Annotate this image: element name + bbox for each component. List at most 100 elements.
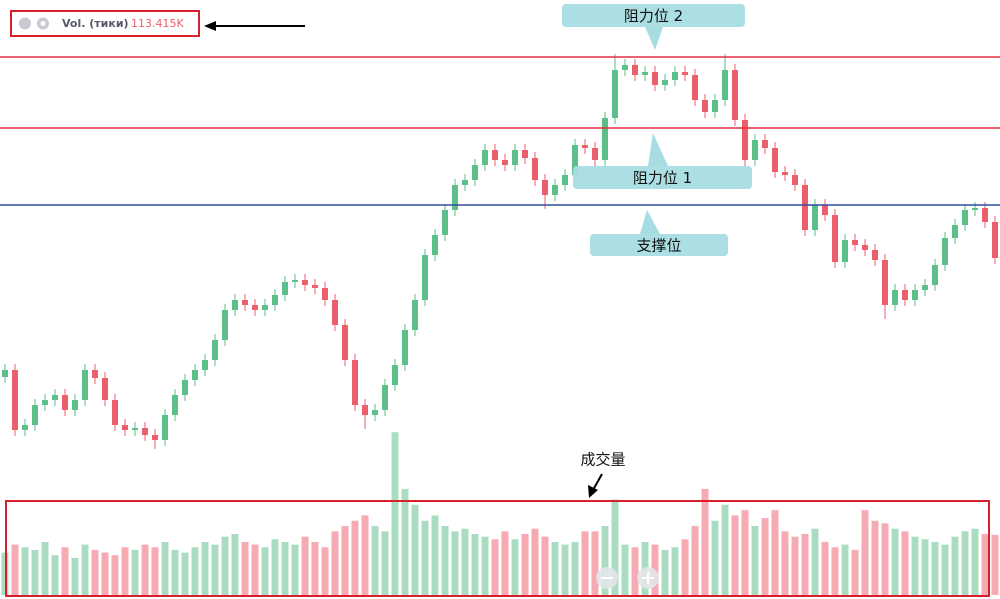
volume-bar xyxy=(481,536,489,595)
candle-body xyxy=(312,285,318,288)
candle-body xyxy=(52,395,58,400)
price-pane xyxy=(2,54,998,449)
candle-body xyxy=(992,222,998,258)
candle-body xyxy=(982,208,988,222)
volume-bar xyxy=(201,541,209,595)
candle-body xyxy=(422,255,428,300)
volume-bar xyxy=(901,531,909,595)
volume-bar xyxy=(861,510,869,595)
candle-body xyxy=(562,175,568,185)
candle-body xyxy=(402,330,408,365)
candle-body xyxy=(612,70,618,118)
volume-bar xyxy=(141,544,149,595)
volume-bar xyxy=(231,534,239,595)
candle-body xyxy=(502,160,508,165)
volume-bar xyxy=(951,536,959,595)
volume-bar xyxy=(11,544,19,595)
candle-body xyxy=(332,300,338,325)
volume-bar xyxy=(371,526,379,595)
candle-body xyxy=(512,150,518,165)
candle-body xyxy=(232,300,238,310)
volume-bar xyxy=(311,541,319,595)
candle-body xyxy=(182,380,188,395)
volume-bar xyxy=(461,528,469,595)
candle-body xyxy=(22,425,28,430)
callout-box xyxy=(573,166,752,189)
volume-bar xyxy=(21,547,29,595)
volume-bar xyxy=(151,547,159,595)
candle-body xyxy=(632,65,638,75)
volume-bar xyxy=(701,488,709,595)
candle-body xyxy=(672,72,678,80)
candle-body xyxy=(362,405,368,415)
zoom-out-button[interactable] xyxy=(596,567,618,589)
candle-body xyxy=(552,185,558,195)
zoom-in-button[interactable] xyxy=(637,567,659,589)
candle-body xyxy=(382,385,388,410)
callout-box xyxy=(562,4,745,27)
indicator-value: 113.415K xyxy=(131,17,184,30)
candle-body xyxy=(582,145,588,148)
volume-bar xyxy=(551,541,559,595)
volume-bar xyxy=(601,526,609,595)
volume-bar xyxy=(291,544,299,595)
volume-bar xyxy=(411,504,419,595)
volume-bar xyxy=(261,547,269,595)
candle-body xyxy=(902,290,908,300)
candle-body xyxy=(12,370,18,430)
volume-bar xyxy=(681,539,689,595)
candle-body xyxy=(322,288,328,300)
candle-body xyxy=(812,205,818,230)
arrow-head xyxy=(588,485,598,498)
candle-body xyxy=(352,360,358,405)
indicator-name: Vol. (тики) xyxy=(62,17,129,30)
candle-body xyxy=(792,175,798,185)
volume-bar xyxy=(271,539,279,595)
candle-body xyxy=(2,370,8,377)
candle-body xyxy=(412,300,418,330)
candle-body xyxy=(972,208,978,210)
volume-bar xyxy=(211,544,219,595)
volume-bar xyxy=(741,510,749,595)
candle-body xyxy=(912,290,918,300)
volume-bar xyxy=(431,515,439,595)
candle-body xyxy=(872,250,878,260)
volume-bar xyxy=(871,520,879,595)
close-icon[interactable] xyxy=(19,17,31,30)
volume-pane xyxy=(1,432,999,595)
candle-body xyxy=(942,238,948,265)
volume-bar xyxy=(611,499,619,595)
volume-bar xyxy=(791,536,799,595)
arrow-head xyxy=(204,21,216,31)
callout-box xyxy=(590,234,728,256)
candle-body xyxy=(462,180,468,185)
candle-body xyxy=(822,205,828,215)
candle-body xyxy=(722,70,728,100)
volume-bar xyxy=(171,549,179,595)
volume-annotation: 成交量 xyxy=(580,451,625,469)
candle-body xyxy=(662,80,668,85)
callout-pointer xyxy=(648,133,668,166)
volume-bar xyxy=(281,541,289,595)
volume-bar xyxy=(961,531,969,595)
volume-bar xyxy=(91,549,99,595)
volume-bar xyxy=(321,547,329,595)
candle-body xyxy=(172,395,178,415)
candle-body xyxy=(882,260,888,305)
volume-bar xyxy=(361,515,369,595)
volume-bar xyxy=(851,549,859,595)
candle-body xyxy=(142,428,148,435)
volume-bar xyxy=(811,528,819,595)
candle-body xyxy=(682,72,688,75)
candle-body xyxy=(642,72,648,75)
volume-bar xyxy=(591,531,599,595)
candle-body xyxy=(62,395,68,410)
candle-body xyxy=(832,215,838,262)
candle-body xyxy=(542,180,548,195)
candle-body xyxy=(292,280,298,282)
candle-body xyxy=(802,185,808,230)
volume-bar xyxy=(251,544,259,595)
candle-body xyxy=(302,280,308,285)
candle-body xyxy=(442,210,448,235)
candle-body xyxy=(952,225,958,238)
